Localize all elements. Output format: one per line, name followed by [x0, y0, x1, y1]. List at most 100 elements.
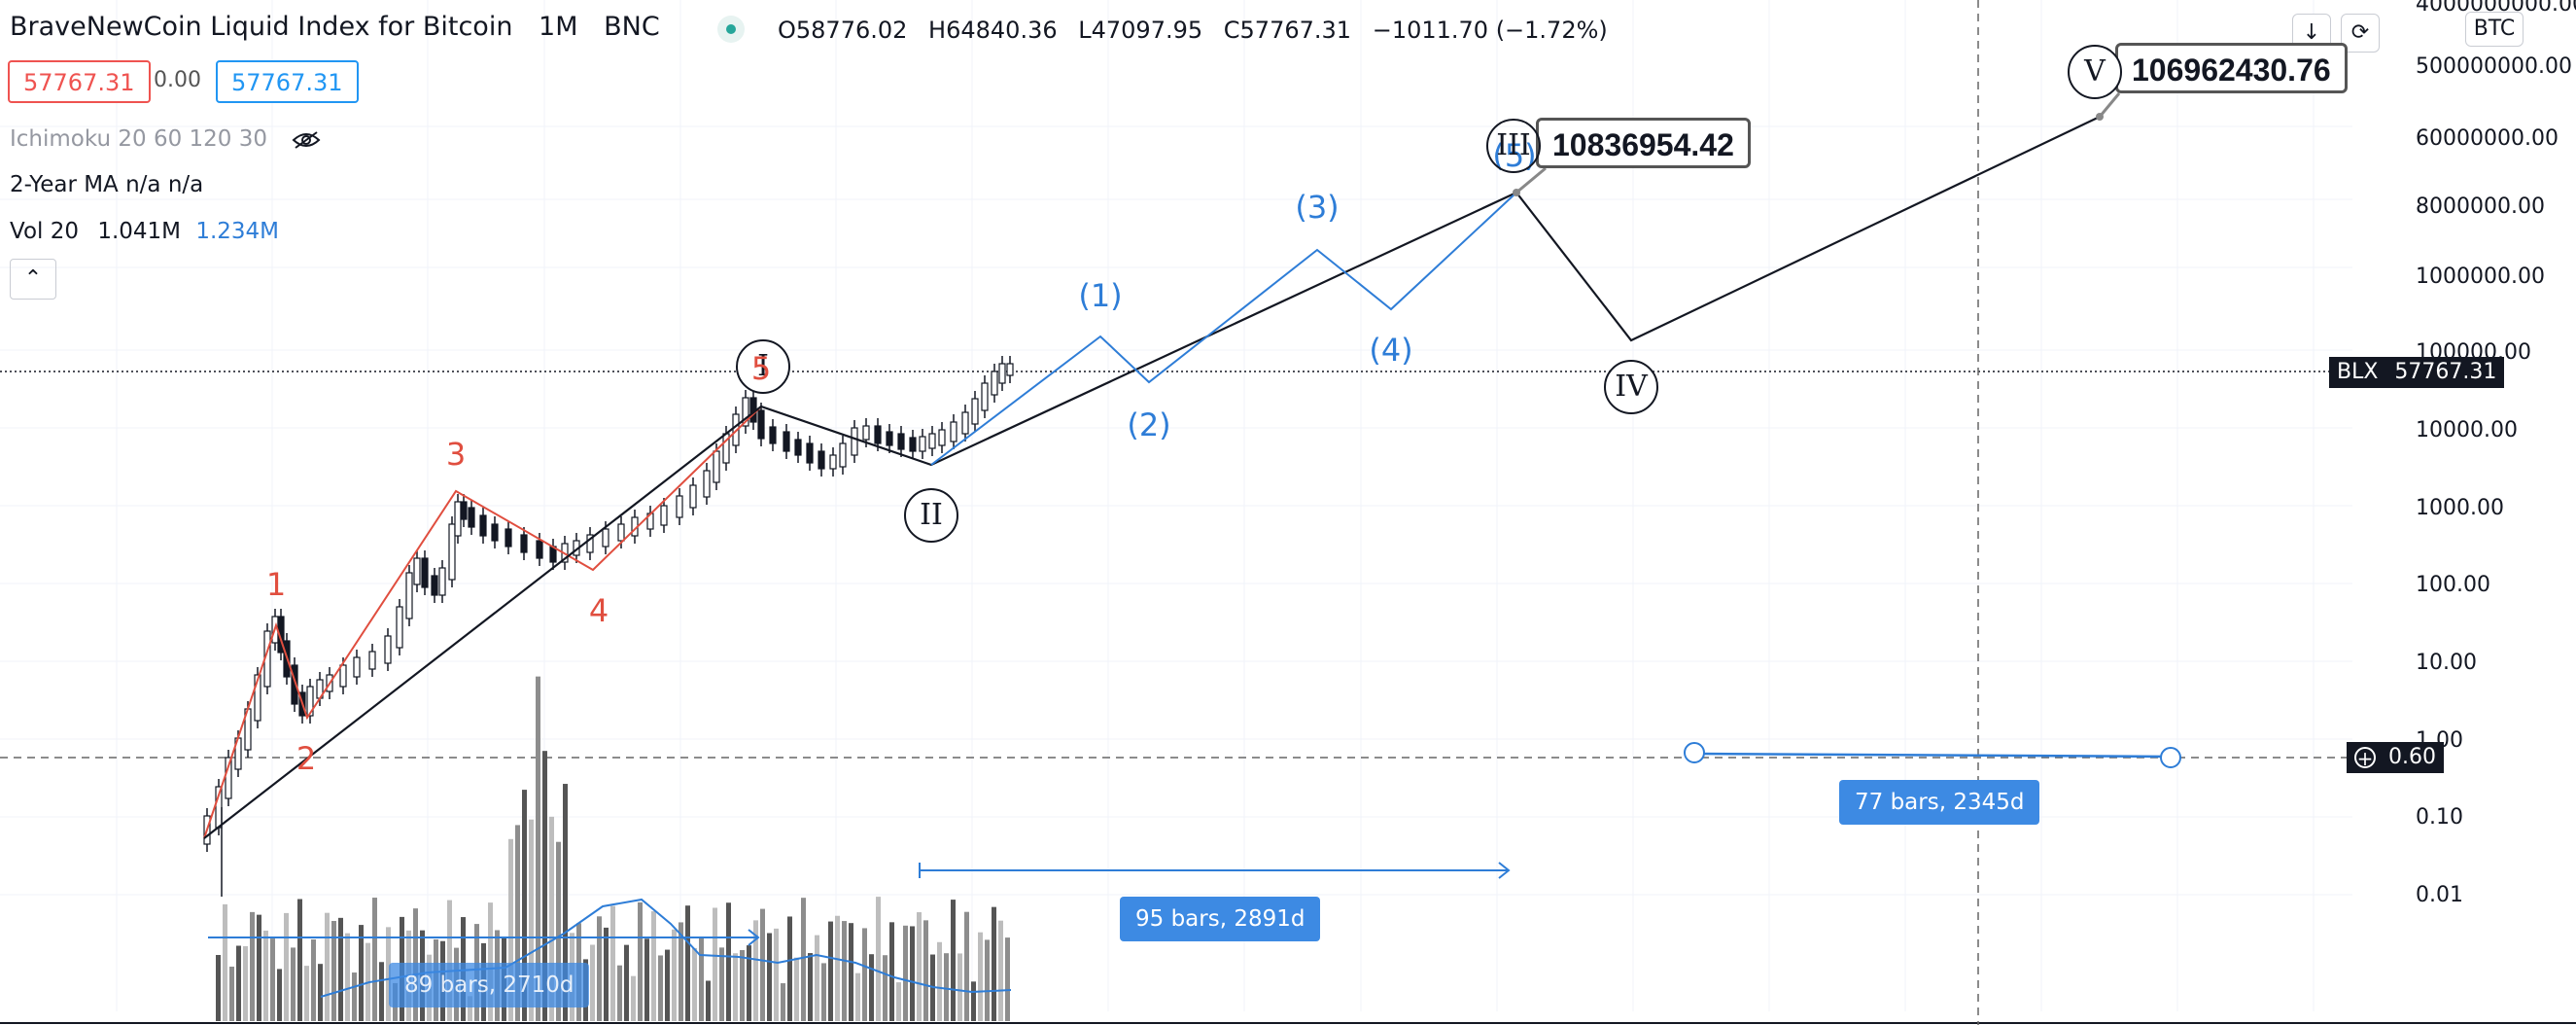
candle	[368, 651, 376, 670]
wave-v-target-box[interactable]: 106962430.76	[2115, 43, 2348, 93]
volume-bar	[985, 939, 990, 1021]
volume-bar	[338, 917, 343, 1021]
volume-bar	[978, 932, 983, 1021]
volume-bar	[842, 921, 847, 1021]
volume-bar	[849, 923, 853, 1021]
hidden-eye-icon[interactable]	[292, 130, 321, 150]
volume-bar	[263, 930, 268, 1021]
volume-bar	[536, 676, 540, 1021]
candle	[468, 507, 475, 528]
refresh-button[interactable]: ⟳	[2341, 14, 2380, 53]
candle	[421, 557, 429, 588]
symbol-name[interactable]: BraveNewCoin Liquid Index for Bitcoin	[10, 12, 513, 42]
blue-wave-label: (3)	[1295, 189, 1340, 226]
measure-label[interactable]: 95 bars, 2891d	[1120, 897, 1321, 941]
measure-handle	[1684, 742, 1705, 763]
volume-bar	[828, 921, 833, 1021]
volume-bar	[787, 916, 792, 1021]
volume-indicator[interactable]: Vol 20 1.041M 1.234M	[10, 219, 279, 244]
volume-bar	[372, 898, 377, 1021]
red-wave-label: 4	[588, 592, 609, 629]
volume-bar	[923, 920, 928, 1021]
candle	[413, 557, 421, 585]
volume-bar	[359, 925, 364, 1021]
currency-button[interactable]: BTC	[2465, 12, 2524, 47]
volume-bar	[672, 929, 677, 1021]
price-tick: 8000000.00	[2416, 194, 2545, 219]
volume-bar	[345, 933, 350, 1021]
volume-bar	[917, 912, 922, 1021]
sell-price-button[interactable]: 57767.31	[8, 60, 151, 103]
candle	[818, 450, 825, 470]
last-price-tag: BLX 57767.31	[2329, 357, 2505, 388]
volume-bar	[597, 916, 602, 1021]
volume-bar	[223, 903, 227, 1021]
candle	[703, 470, 711, 498]
callout-pointer	[1515, 166, 1547, 194]
candle	[950, 421, 957, 442]
chevron-up-icon: ⌃	[23, 266, 43, 291]
price-tick: 60000000.00	[2416, 126, 2559, 151]
volume-bar	[740, 949, 745, 1021]
volume-bar	[243, 945, 248, 1021]
volume-bar	[835, 915, 840, 1021]
volume-bar	[352, 972, 357, 1021]
volume-bar	[257, 914, 261, 1021]
blue-wave-label: (2)	[1127, 406, 1171, 443]
ichimoku-indicator[interactable]: Ichimoku 20 60 120 30	[10, 126, 321, 152]
volume-bar	[631, 975, 636, 1021]
price-tick: 1000000.00	[2416, 265, 2545, 289]
close-value: C57767.31	[1223, 17, 1352, 44]
volume-bar	[801, 898, 806, 1021]
candle	[971, 398, 979, 425]
volume-bar	[563, 784, 568, 1021]
measure-label[interactable]: 77 bars, 2345d	[1839, 780, 2040, 825]
volume-bar	[665, 949, 670, 1021]
blue-wave-label: (4)	[1369, 332, 1413, 369]
interval[interactable]: 1M	[539, 12, 578, 42]
volume-bar	[747, 945, 751, 1021]
volume-bar	[515, 825, 520, 1021]
volume-bar	[767, 933, 772, 1021]
candle	[909, 437, 917, 452]
candle	[742, 397, 749, 427]
candle	[851, 427, 858, 456]
wave-circle-ii: II	[904, 488, 958, 543]
primary-wave-path	[203, 116, 2101, 839]
candle	[938, 429, 946, 446]
ohlc-values: O58776.02 H64840.36 L47097.95 C57767.31 …	[778, 17, 1621, 44]
volume-bar	[883, 955, 888, 1021]
callout-anchor	[2096, 113, 2104, 121]
volume-bar	[250, 911, 255, 1021]
measure-arrowhead	[748, 929, 760, 946]
volume-bar	[706, 980, 711, 1021]
ma-indicator[interactable]: 2-Year MA n/a n/a	[10, 172, 204, 197]
buy-price-button[interactable]: 57767.31	[216, 60, 359, 103]
wave-circle-v: V	[2068, 45, 2122, 99]
volume-bar	[297, 899, 302, 1021]
candle	[384, 635, 392, 664]
volume-bar	[815, 935, 819, 1021]
wave-iii-target-box[interactable]: 10836954.42	[1536, 118, 1751, 168]
red-wave-path	[203, 406, 762, 839]
candle	[306, 686, 314, 717]
volume-bar	[726, 902, 731, 1021]
volume-bar	[386, 927, 391, 1021]
measure-label[interactable]: 89 bars, 2710d	[389, 963, 590, 1007]
cursor-price-tag: + 0.60	[2347, 742, 2444, 773]
candle	[505, 528, 512, 548]
candle	[689, 484, 697, 509]
volume-bar	[291, 947, 296, 1021]
volume-bar	[794, 957, 799, 1021]
callout-anchor	[1513, 189, 1520, 196]
candle	[396, 606, 403, 649]
volume-bar	[488, 902, 493, 1021]
volume-bar	[508, 838, 513, 1021]
add-alert-icon[interactable]: +	[2354, 747, 2376, 768]
volume-bar	[753, 920, 758, 1021]
candle	[277, 616, 285, 654]
candle	[291, 664, 298, 705]
volume-bar	[604, 927, 609, 1021]
collapse-indicators-button[interactable]: ⌃	[10, 259, 56, 300]
